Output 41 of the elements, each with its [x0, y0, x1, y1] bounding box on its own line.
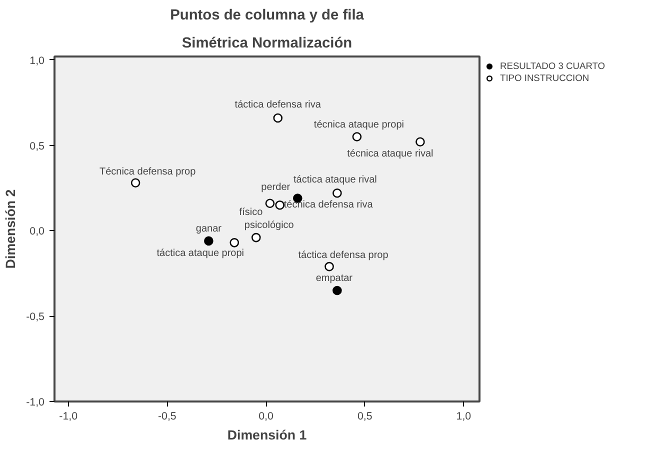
annotation: ganar	[196, 223, 222, 234]
x-tick-label: -1,0	[59, 410, 78, 422]
point	[352, 132, 362, 142]
y-tick-label: 1,0	[30, 54, 45, 67]
legend-label: RESULTADO 3 CUARTO	[500, 60, 606, 72]
y-tick-label: 0,0	[30, 226, 45, 238]
x-tick-label: 0,5	[357, 410, 372, 422]
chart-title: Puntos de columna y de fila	[170, 8, 365, 24]
x-tick-label: 0,0	[258, 410, 274, 422]
point	[416, 137, 425, 147]
y-tick-label: 0,5	[30, 140, 45, 152]
x-axis-title: Dimensión 1	[227, 428, 308, 442]
annotation: empatar	[316, 272, 354, 284]
annotation: táctica ataque propi	[156, 248, 244, 260]
y-axis-title: Dimensión 2	[3, 189, 18, 269]
point	[130, 178, 140, 188]
x-tick-label: -0,5	[158, 410, 176, 422]
annotation: perder	[261, 182, 291, 193]
point	[230, 238, 240, 248]
annotation: táctica defensa prop	[298, 250, 389, 262]
point	[275, 200, 284, 210]
x-tick-label: 1,0	[456, 410, 472, 422]
annotation: táctica defensa riva	[234, 99, 322, 110]
point	[324, 262, 334, 272]
point	[273, 113, 283, 123]
legend-label: TIPO INSTRUCCION	[500, 72, 590, 84]
point	[332, 188, 342, 198]
annotation: Técnica defensa prop	[99, 166, 196, 178]
y-tick-label: -0,5	[26, 311, 45, 324]
chart-subtitle: Simétrica Normalización	[182, 36, 352, 52]
annotation: técnica defensa riva	[284, 200, 374, 211]
point	[265, 198, 275, 208]
point	[204, 236, 214, 246]
point	[251, 232, 261, 242]
point	[332, 286, 342, 296]
y-tick-label: -1,0	[26, 396, 45, 408]
annotation: psicológico	[244, 220, 294, 232]
annotation: físico	[239, 206, 264, 218]
annotation: técnica ataque rival	[347, 148, 434, 160]
annotation: técnica ataque propi	[314, 119, 404, 130]
annotation: táctica ataque rival	[293, 174, 377, 186]
